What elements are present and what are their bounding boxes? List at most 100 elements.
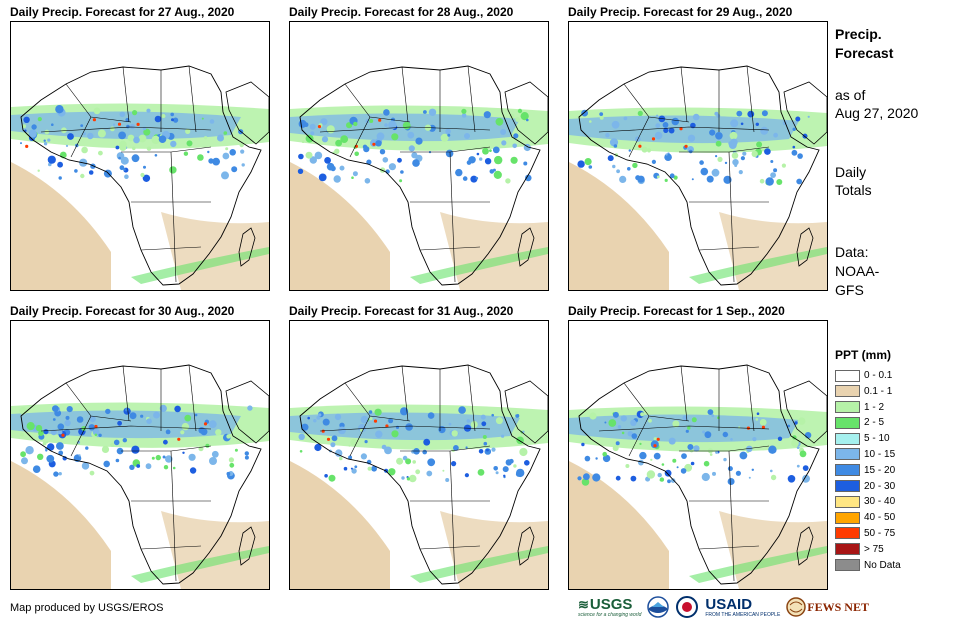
legend-swatch [835, 385, 860, 398]
madagascar-outline [517, 227, 535, 267]
usgs-wordmark: USGS [589, 595, 633, 613]
precip-cell [354, 151, 359, 157]
precip-cell [47, 155, 56, 164]
precip-cell [751, 150, 758, 158]
precip-cell [369, 417, 373, 421]
country-border [728, 450, 735, 582]
precip-cell [602, 454, 611, 463]
precip-cell [427, 412, 435, 419]
precip-cell [651, 159, 656, 164]
precip-cell [617, 425, 622, 429]
precip-cell [80, 173, 85, 179]
precip-cell [207, 150, 210, 154]
precip-cell [185, 128, 191, 134]
fewsnet-wordmark: FEWS NET [807, 599, 869, 614]
precip-cell [247, 405, 253, 411]
country-border [40, 425, 212, 432]
country-border [349, 415, 371, 457]
africa-outline [299, 65, 541, 286]
legend-item: 40 - 50 [835, 510, 901, 525]
precip-cell [98, 150, 103, 156]
precip-cell [475, 176, 479, 180]
precip-cell [730, 119, 739, 128]
precip-cell [630, 419, 637, 426]
precip-cell [354, 465, 358, 469]
precip-cell [212, 157, 221, 166]
africa-outline [20, 65, 262, 286]
precip-cell [505, 459, 512, 466]
legend-swatch [835, 448, 860, 461]
precip-cell [155, 454, 161, 461]
precip-cell [391, 430, 399, 438]
precip-cell [448, 422, 452, 426]
precip-cell [26, 422, 35, 431]
precip-cell [318, 413, 322, 417]
precip-cell [129, 123, 136, 130]
precip-cell [384, 123, 388, 127]
precip-cell [339, 456, 343, 461]
precip-cell [621, 431, 625, 435]
madagascar-outline [796, 227, 814, 267]
legend-item: 2 - 5 [835, 415, 901, 430]
precip-cell [462, 176, 468, 181]
country-border [698, 246, 760, 251]
precip-cell [664, 469, 672, 477]
precip-cell [415, 469, 421, 475]
precip-cell [110, 126, 115, 132]
precip-cell [440, 133, 449, 142]
legend-label: 10 - 15 [864, 448, 896, 460]
precip-cell [752, 437, 757, 442]
precip-cell [516, 468, 525, 478]
precip-cell [58, 472, 62, 476]
panel-title: Daily Precip. Forecast for 27 Aug., 2020 [10, 5, 235, 19]
legend-item: 10 - 15 [835, 447, 901, 462]
precip-cell [184, 414, 192, 422]
precip-cell [755, 122, 759, 127]
precip-cell [314, 151, 323, 160]
legend-swatch [835, 432, 860, 445]
precip-cell [399, 179, 403, 183]
country-border [598, 126, 770, 133]
precip-cell [78, 454, 81, 457]
precip-cell [524, 460, 530, 466]
precip-cell [489, 149, 492, 152]
precip-cell [119, 144, 127, 151]
precip-cell [625, 464, 630, 468]
precip-cell [113, 123, 116, 126]
precip-cell [798, 417, 806, 425]
precip-cell [117, 420, 122, 426]
precip-cell [709, 453, 713, 456]
precip-cell [667, 479, 671, 484]
precip-cell [755, 418, 759, 421]
precip-cell [231, 166, 238, 173]
precip-cell [690, 461, 695, 466]
precip-cell [712, 471, 716, 476]
precip-cell [153, 411, 160, 419]
precip-cell [723, 175, 732, 184]
precip-cell [635, 418, 638, 422]
precip-cell [577, 476, 582, 481]
precip-cell [715, 132, 723, 140]
precip-cell [367, 466, 372, 471]
precip-cell [794, 421, 798, 425]
legend-label: No Data [864, 559, 901, 571]
precip-cell [514, 411, 518, 415]
precip-cell [391, 133, 399, 141]
precip-cell [136, 464, 141, 468]
precip-cell [301, 423, 309, 431]
precip-cell [466, 419, 471, 423]
precip-cell [151, 456, 155, 460]
precip-cell [734, 164, 738, 167]
usgs-logo: ≋ USGS science for a changing world [578, 597, 641, 618]
country-border [419, 246, 481, 251]
legend-item: 50 - 75 [835, 526, 901, 541]
precip-cell [495, 471, 499, 475]
usgs-wave-icon: ≋ [578, 596, 589, 612]
precip-cell [802, 475, 810, 483]
fewsnet-logo: FEWS NET [786, 597, 869, 617]
map-svg [11, 364, 269, 589]
country-border [170, 151, 177, 283]
precip-cell [217, 134, 224, 142]
precip-cell [730, 438, 733, 441]
precip-cell [704, 431, 712, 439]
